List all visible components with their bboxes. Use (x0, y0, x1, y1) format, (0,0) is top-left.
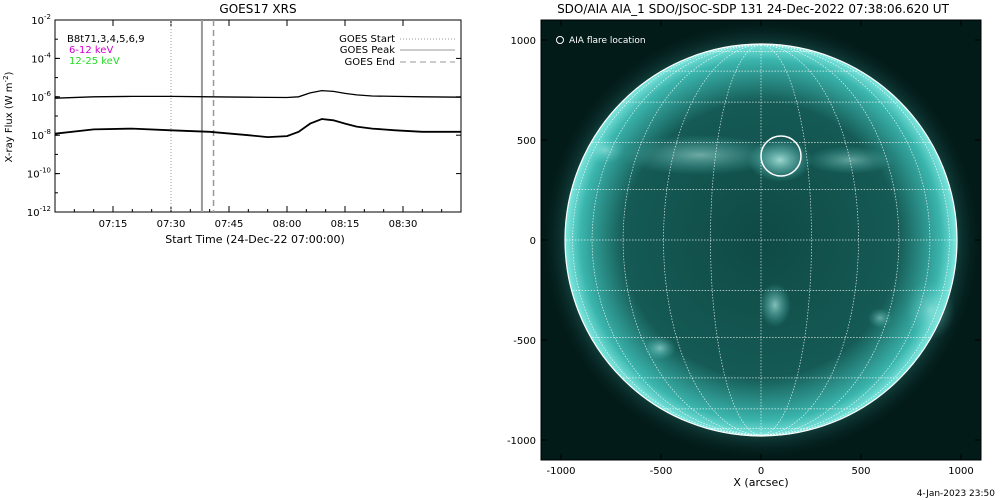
aia-legend-label: AIA flare location (569, 36, 646, 46)
goes-y-axis-label: X-ray Flux (W m-2) (2, 71, 15, 162)
longitude-line (572, 44, 762, 436)
goes-y-tick-label: 10-6 (31, 90, 51, 104)
channel-label-6-12-kev: 6-12 keV (69, 45, 113, 56)
goes-x-tick-label: 07:30 (157, 219, 186, 230)
aia-title: SDO/AIA AIA_1 SDO/JSOC-SDP 131 24-Dec-20… (557, 2, 950, 16)
goes-y-tick-base: 10 (27, 208, 40, 219)
goes-y-tick-label: 10-10 (27, 167, 51, 181)
aia-y-tick-label: -1000 (507, 436, 536, 447)
longitude-line (622, 44, 762, 436)
goes-y-tick-base: 10 (31, 54, 44, 65)
aia-y-tick-label: 1000 (511, 36, 536, 47)
goes-series-12-25-kev (55, 118, 461, 139)
aia-panel: SDO/AIA AIA_1 SDO/JSOC-SDP 131 24-Dec-20… (507, 2, 982, 489)
goes-x-axis-label: Start Time (24-Dec-22 07:00:00) (165, 233, 345, 246)
goes-y-tick-exp: -12 (40, 205, 51, 213)
goes-x-axis: 07:15 07:30 07:45 08:00 08:15 08:30 (73, 20, 443, 230)
goes-x-tick-label: 07:45 (215, 219, 244, 230)
aia-axes: -1000 -500 0 500 1000 1000 500 0 -500 -1000 (507, 20, 981, 477)
goes-plot-frame (54, 19, 462, 213)
goes-x-tick-label: 07:15 (99, 219, 128, 230)
aia-legend-marker (556, 36, 564, 44)
flare-location-marker (760, 135, 802, 177)
goes-y-tick-exp: -8 (44, 128, 51, 136)
legend-goes-start-label: GOES Start (339, 34, 395, 45)
goes-y-tick-exp: -10 (40, 167, 51, 175)
aia-x-tick-label: 1000 (948, 466, 973, 477)
goes-y-tick-label: 10-2 (31, 13, 51, 27)
footer-timestamp: 4-Jan-2023 23:50 (917, 489, 996, 499)
goes-x-tick-label: 08:00 (273, 219, 302, 230)
aia-x-tick-label: 0 (758, 466, 764, 477)
aia-x-tick-label: -1000 (546, 466, 575, 477)
goes-y-tick-exp: -2 (44, 13, 51, 21)
aia-x-axis-label: X (arcsec) (733, 476, 788, 489)
goes-y-tick-base: 10 (27, 170, 40, 181)
goes-y-tick-label: 10-12 (27, 205, 51, 219)
channel-label-detectors: B8t71,3,4,5,6,9 (67, 34, 145, 45)
aia-y-tick-label: -500 (513, 336, 536, 347)
heliographic-grid (566, 44, 956, 436)
channel-label-12-25-kev: 12-25 keV (69, 56, 120, 67)
aia-y-tick-label: 0 (530, 236, 536, 247)
goes-series-group (55, 89, 461, 139)
solar-limb (564, 43, 958, 437)
goes-y-tick-base: 10 (31, 16, 44, 27)
aia-legend: AIA flare location (556, 36, 646, 46)
goes-x-tick-label: 08:30 (389, 219, 418, 230)
goes-y-tick-base: 10 (31, 131, 44, 142)
longitude-line (760, 44, 950, 436)
goes-y-tick-exp: -4 (44, 51, 52, 59)
longitude-line (760, 44, 859, 436)
longitude-line (591, 44, 762, 436)
goes-series-6-12-kev (55, 89, 461, 99)
longitude-line (710, 44, 762, 436)
goes-channel-labels: B8t71,3,4,5,6,9 6-12 keV 12-25 keV (67, 34, 145, 67)
goes-title: GOES17 XRS (219, 2, 296, 16)
aia-y-tick-label: 500 (517, 136, 536, 147)
goes-y-tick-exp: -6 (44, 90, 52, 98)
legend-goes-end-label: GOES End (345, 57, 395, 68)
aia-x-tick-label: -500 (650, 466, 673, 477)
goes-x-tick-label: 08:15 (331, 219, 360, 230)
longitude-line (760, 44, 900, 436)
legend-goes-peak-label: GOES Peak (340, 45, 395, 56)
goes-y-tick-base: 10 (31, 93, 44, 104)
goes-y-tick-label: 10-4 (31, 51, 51, 65)
longitude-line (663, 44, 762, 436)
longitude-line (760, 44, 931, 436)
active-regions (585, 135, 955, 360)
longitude-line (760, 44, 812, 436)
goes-legend: GOES Start GOES Peak GOES End (339, 34, 455, 68)
goes-time-markers (170, 20, 215, 212)
goes-y-tick-label: 10-8 (31, 128, 51, 142)
aia-x-tick-label: 500 (851, 466, 870, 477)
